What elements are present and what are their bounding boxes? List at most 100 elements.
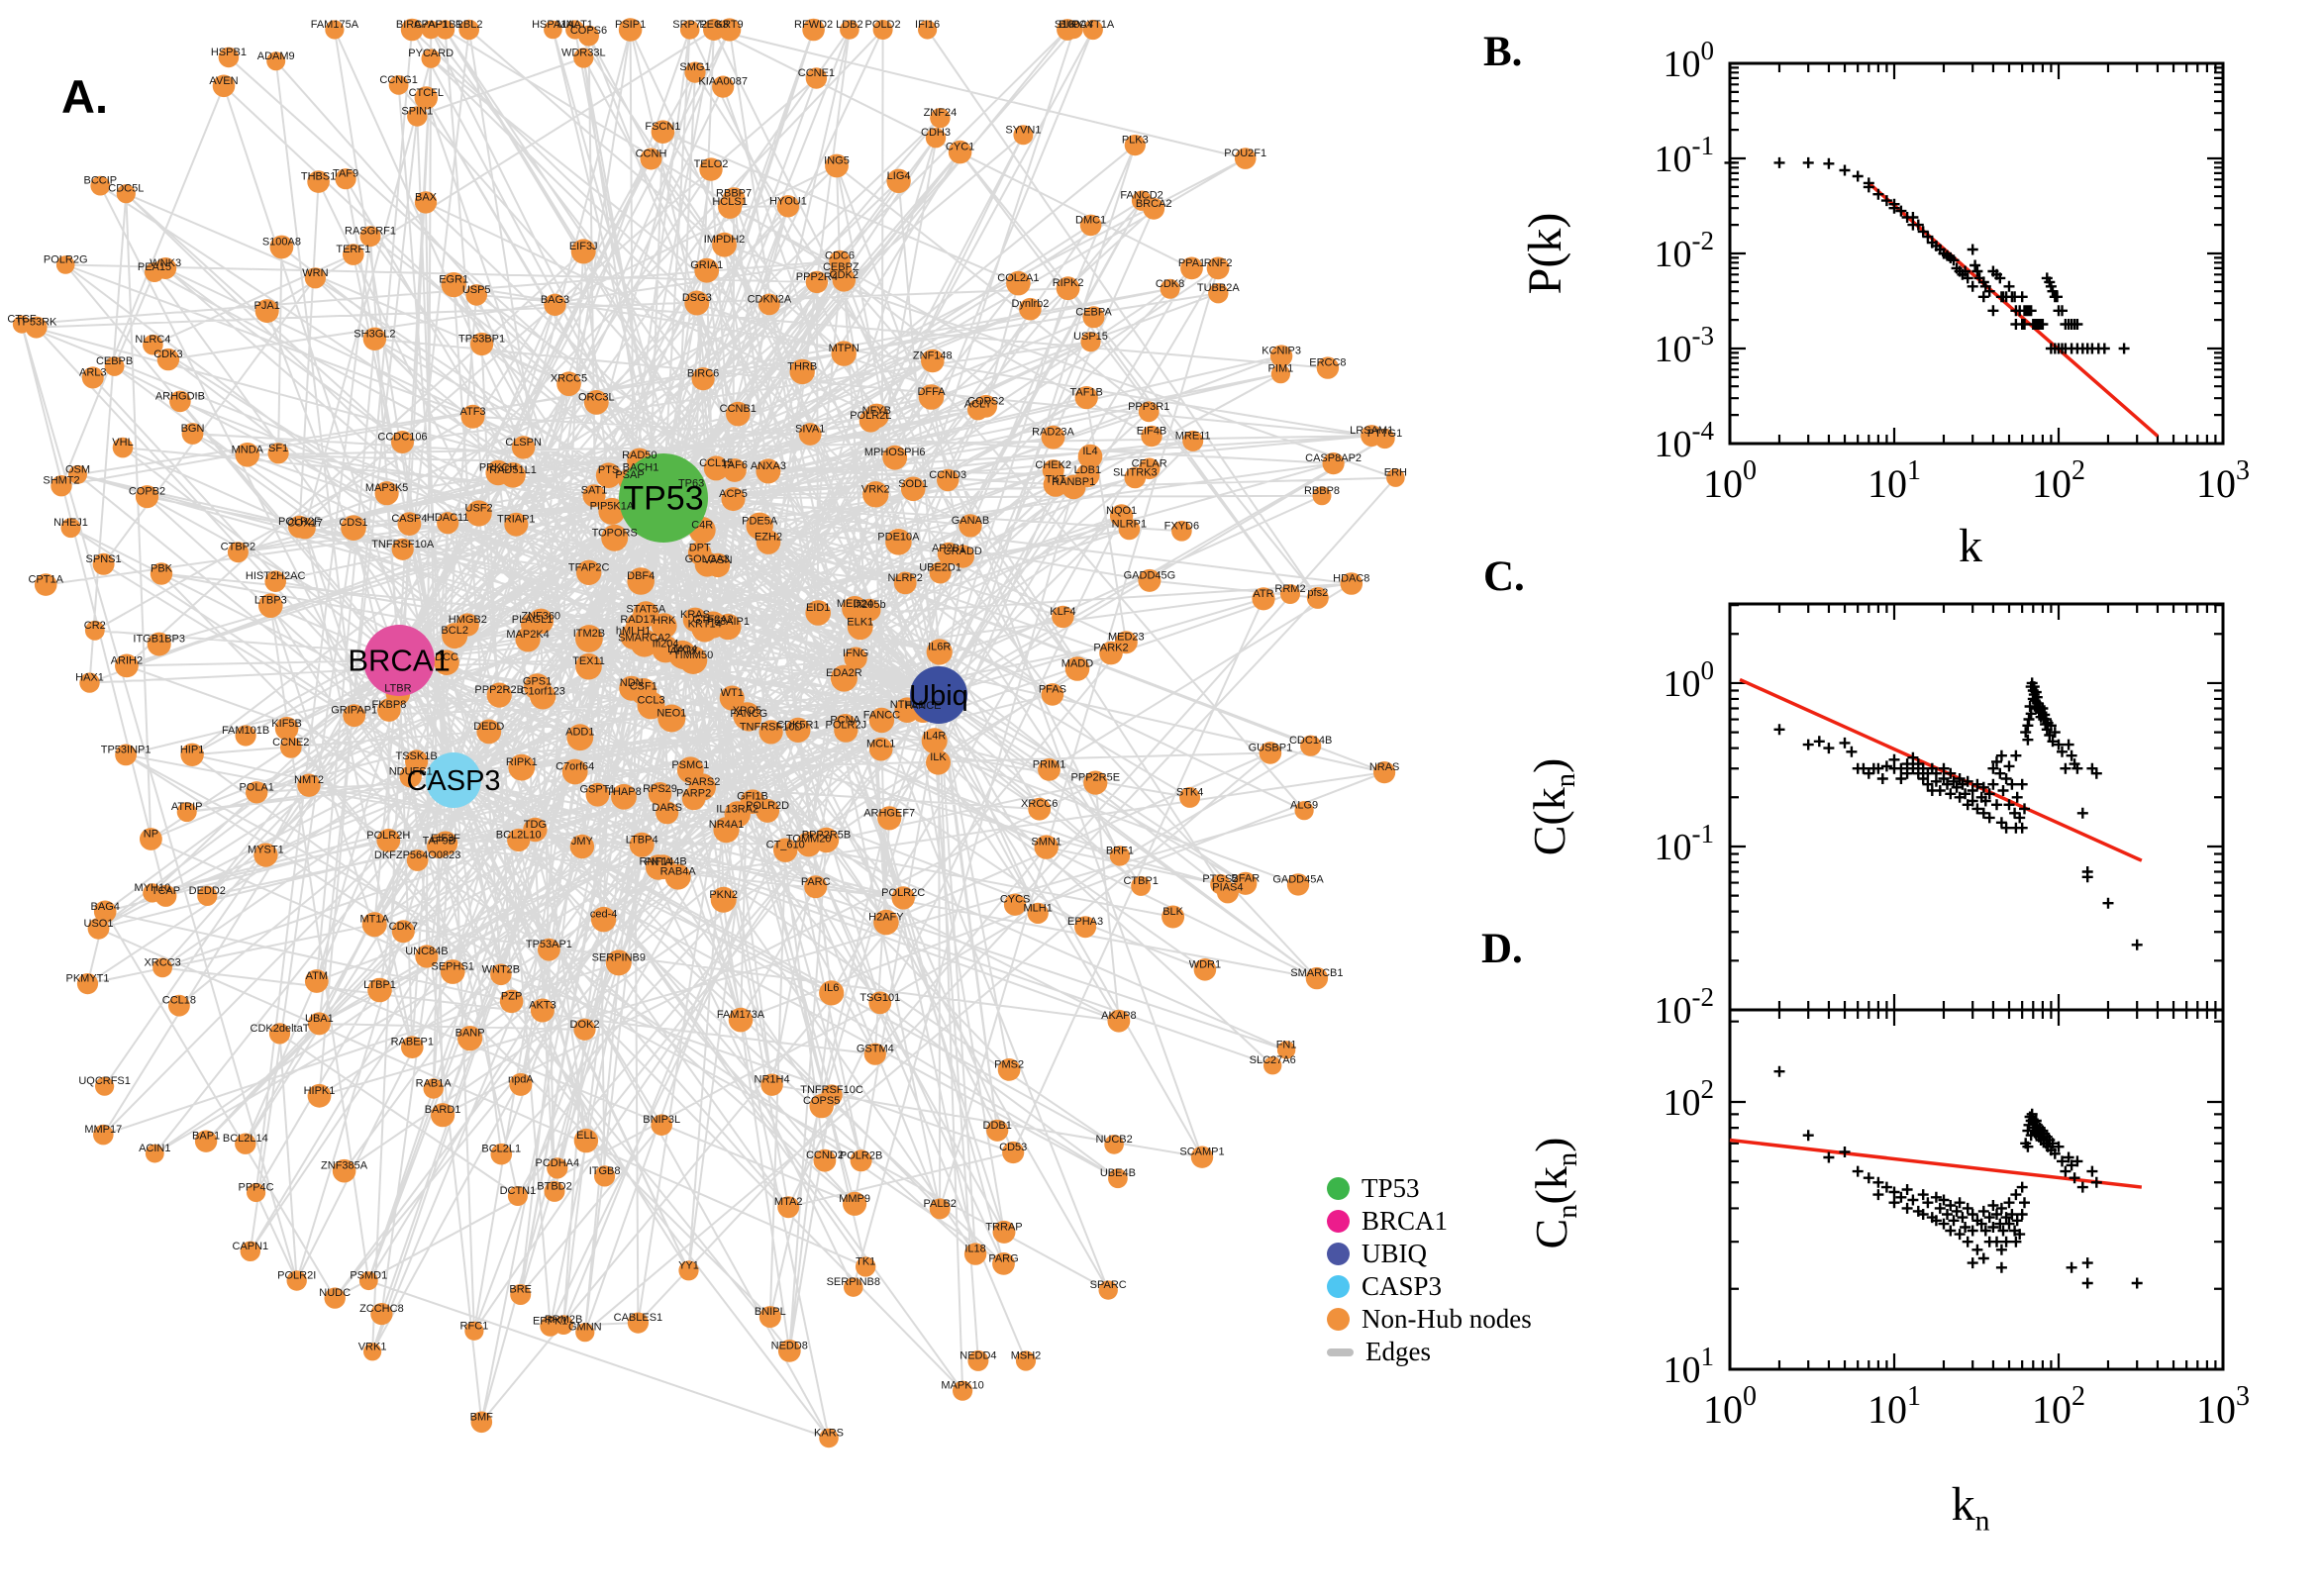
network-node-label: CDKN2A <box>748 293 792 305</box>
network-node-label: ANXA3 <box>751 460 786 472</box>
network-node <box>953 1380 973 1401</box>
network-node <box>1322 452 1345 475</box>
network-node-label: MED23 <box>1108 632 1145 644</box>
legend-item-label: Non-Hub nodes <box>1362 1304 1532 1334</box>
network-node-label: CD53 <box>999 1142 1027 1153</box>
network-node <box>728 1007 754 1033</box>
network-node-label: RBBP8 <box>1304 485 1340 497</box>
network-node-label: MAP2K4 <box>506 629 549 641</box>
network-node-label: DMC1 <box>1075 214 1106 226</box>
network-node <box>112 437 134 458</box>
tick-label: 102 <box>2032 1381 2085 1432</box>
network-node <box>868 737 893 761</box>
network-node <box>921 349 945 373</box>
network-node-label: C4R <box>691 520 713 532</box>
network-node <box>264 570 287 592</box>
network-node <box>1109 846 1131 866</box>
network-node-label: HDAC8 <box>1333 573 1369 585</box>
network-node <box>544 20 562 40</box>
network-node-label: SERPINB9 <box>592 951 646 963</box>
network-node <box>1263 1056 1282 1075</box>
network-node-label: TUBB2A <box>1197 282 1240 294</box>
network-node-label: DCC <box>435 651 458 663</box>
network-node <box>258 593 283 618</box>
network-node <box>789 358 815 385</box>
tick-label: 10-2 <box>1655 982 1715 1032</box>
network-node <box>388 75 409 95</box>
network-node <box>1034 835 1059 859</box>
network-node-label: CSF1 <box>630 681 657 693</box>
network-node-label: USF2 <box>465 503 493 515</box>
network-node <box>1361 425 1383 448</box>
network-node-label: BLK <box>1162 906 1183 918</box>
network-node-label: PBK <box>151 563 173 575</box>
plot-frame <box>1728 61 2225 446</box>
network-node-label: FNTA <box>645 856 673 868</box>
network-node <box>1003 893 1027 916</box>
network-node-label: EPHA3 <box>1067 916 1103 928</box>
network-node-label: NQO1 <box>1106 505 1137 517</box>
network-node-label: HMGB2 <box>449 614 487 626</box>
legend-item: CASP3 <box>1327 1270 1532 1303</box>
network-node <box>152 957 173 978</box>
network-node <box>1057 19 1078 41</box>
network-node-label: FANCG <box>730 708 767 720</box>
network-node <box>544 293 566 316</box>
tick-label: 10-1 <box>1655 819 1715 868</box>
network-node <box>1306 586 1329 609</box>
network-node-label: RAB1A <box>416 1078 453 1090</box>
network-node-label: NLRC4 <box>135 334 170 346</box>
network-node <box>1104 1135 1124 1154</box>
network-node <box>877 806 902 831</box>
network-node <box>926 639 953 665</box>
network-node <box>1038 758 1060 781</box>
network-node-label: TOMM20 <box>786 834 832 846</box>
network-node-label: BAG3 <box>541 294 569 306</box>
network-node <box>25 316 48 339</box>
network-node <box>246 781 268 804</box>
network-node-label: MRE11 <box>1175 430 1211 442</box>
network-node-label: CTBP1 <box>1123 875 1158 887</box>
network-node-label: CDC14B <box>1289 735 1332 747</box>
network-node-label: RASGRF1 <box>345 226 396 238</box>
network-node <box>1074 386 1098 410</box>
network-node-label: LIG4 <box>887 170 911 182</box>
network-node <box>891 886 915 910</box>
network-node-label: PCDHA4 <box>535 1157 579 1169</box>
network-node <box>733 702 761 731</box>
network-node-label: FSCN1 <box>645 121 680 133</box>
network-node-label: PSMC1 <box>671 759 709 771</box>
network-node-label: PPP2R2B <box>474 684 524 696</box>
network-node-label: PPP4C <box>239 1182 274 1194</box>
network-node-label: ZCCHC8 <box>359 1303 404 1315</box>
network-node <box>590 906 617 933</box>
network-node-label: pfs2 <box>1307 587 1328 599</box>
network-node <box>777 1340 801 1362</box>
network-node <box>530 998 555 1023</box>
network-node-label: WT1 <box>721 687 744 699</box>
network-node <box>657 704 686 733</box>
network-node-label: GOLGA3 <box>685 553 730 565</box>
network-node-label: POLR2G <box>44 254 88 266</box>
network-node <box>399 765 422 788</box>
panel-b-label: B. <box>1483 29 1523 75</box>
network-node-label: PLAGL1 <box>512 614 554 626</box>
network-node <box>900 476 926 502</box>
network-node-label: ADAM9 <box>257 50 295 62</box>
network-node <box>1077 444 1103 469</box>
network-node <box>500 462 526 488</box>
network-node-label: ZNF148 <box>913 350 953 362</box>
network-node <box>627 567 655 595</box>
network-node-label: CASP4 <box>391 513 427 525</box>
network-node <box>143 334 163 355</box>
network-node <box>218 47 240 68</box>
network-node <box>156 348 180 371</box>
network-node-label: SEPHS1 <box>431 961 473 973</box>
network-node <box>679 20 700 40</box>
network-node-label: ELK1 <box>847 616 873 628</box>
network-node-label: SPNS1 <box>86 553 122 565</box>
network-node <box>341 515 366 541</box>
network-node-label: PSAP <box>615 469 644 481</box>
